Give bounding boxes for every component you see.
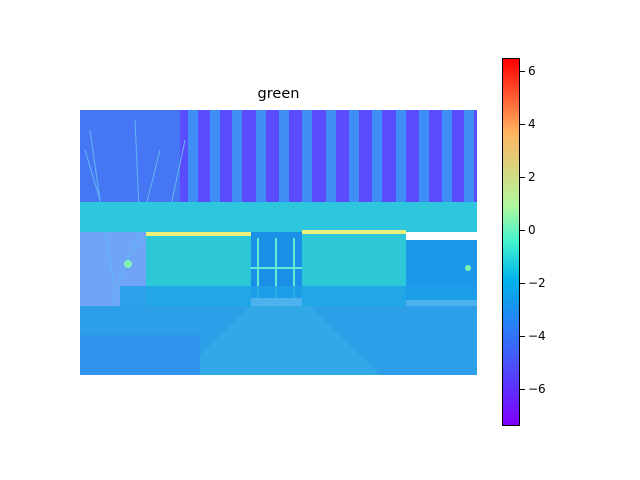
colorbar-tick <box>520 177 525 179</box>
colorbar <box>502 58 520 426</box>
colorbar-tick-label: −4 <box>528 329 546 343</box>
lamp-right <box>465 265 471 271</box>
heatmap-image <box>80 110 477 375</box>
walkway <box>180 306 380 375</box>
colorbar-tick-label: −2 <box>528 276 546 290</box>
colorbar-tick-label: −6 <box>528 381 546 396</box>
colorbar-tick <box>520 283 525 284</box>
colorbar-tick-label: 6 <box>528 64 536 79</box>
colorbar-tick <box>520 124 525 126</box>
colorbar-tick <box>520 388 525 390</box>
light-strip-right <box>302 230 406 234</box>
colorbar-tick <box>520 71 525 73</box>
light-strip-left <box>146 232 251 236</box>
foreground-planter <box>80 335 200 375</box>
colorbar-tick-label: 4 <box>528 117 536 132</box>
heatmap-svg <box>80 110 477 375</box>
facade-columns <box>188 110 474 210</box>
colorbar-tick-label: 0 <box>528 223 536 238</box>
canopy-band <box>80 202 477 232</box>
lamp-left <box>124 260 132 268</box>
chart-title: green <box>257 86 300 102</box>
colorbar-tick-label: 2 <box>528 170 536 185</box>
colorbar-tick <box>520 336 525 337</box>
colorbar-tick <box>520 230 525 232</box>
